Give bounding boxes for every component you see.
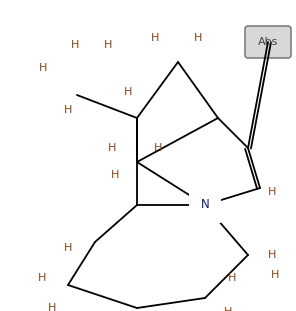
Text: H: H [39, 63, 47, 73]
Text: H: H [64, 243, 72, 253]
Text: H: H [268, 250, 276, 260]
Text: H: H [154, 143, 162, 153]
Text: H: H [271, 270, 279, 280]
Text: H: H [194, 33, 202, 43]
Text: H: H [111, 170, 119, 180]
Text: H: H [38, 273, 46, 283]
Text: H: H [48, 303, 56, 311]
Text: H: H [151, 33, 159, 43]
Text: H: H [104, 40, 112, 50]
Text: H: H [268, 187, 276, 197]
Text: Abs: Abs [258, 37, 278, 47]
Text: H: H [64, 105, 72, 115]
Text: H: H [71, 40, 79, 50]
Text: H: H [108, 143, 116, 153]
Text: H: H [224, 307, 232, 311]
Text: H: H [228, 273, 236, 283]
Text: N: N [201, 198, 209, 211]
FancyBboxPatch shape [245, 26, 291, 58]
Text: H: H [124, 87, 132, 97]
